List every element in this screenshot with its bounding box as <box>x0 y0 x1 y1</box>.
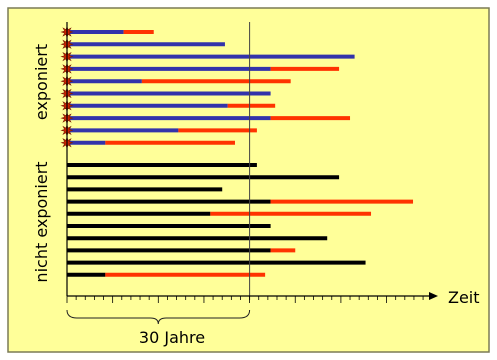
diagram-background <box>7 7 490 353</box>
lifeline-bars <box>67 30 414 277</box>
group-label-not-exposed: nicht exponiert <box>32 161 51 282</box>
time-axis <box>66 22 438 303</box>
arrow-right-icon <box>429 292 438 300</box>
window-label: 30 Jahre <box>139 328 205 347</box>
time-axis-label: Zeit <box>448 288 480 307</box>
group-label-exposed: exponiert <box>32 44 51 120</box>
window-brace <box>66 309 251 325</box>
